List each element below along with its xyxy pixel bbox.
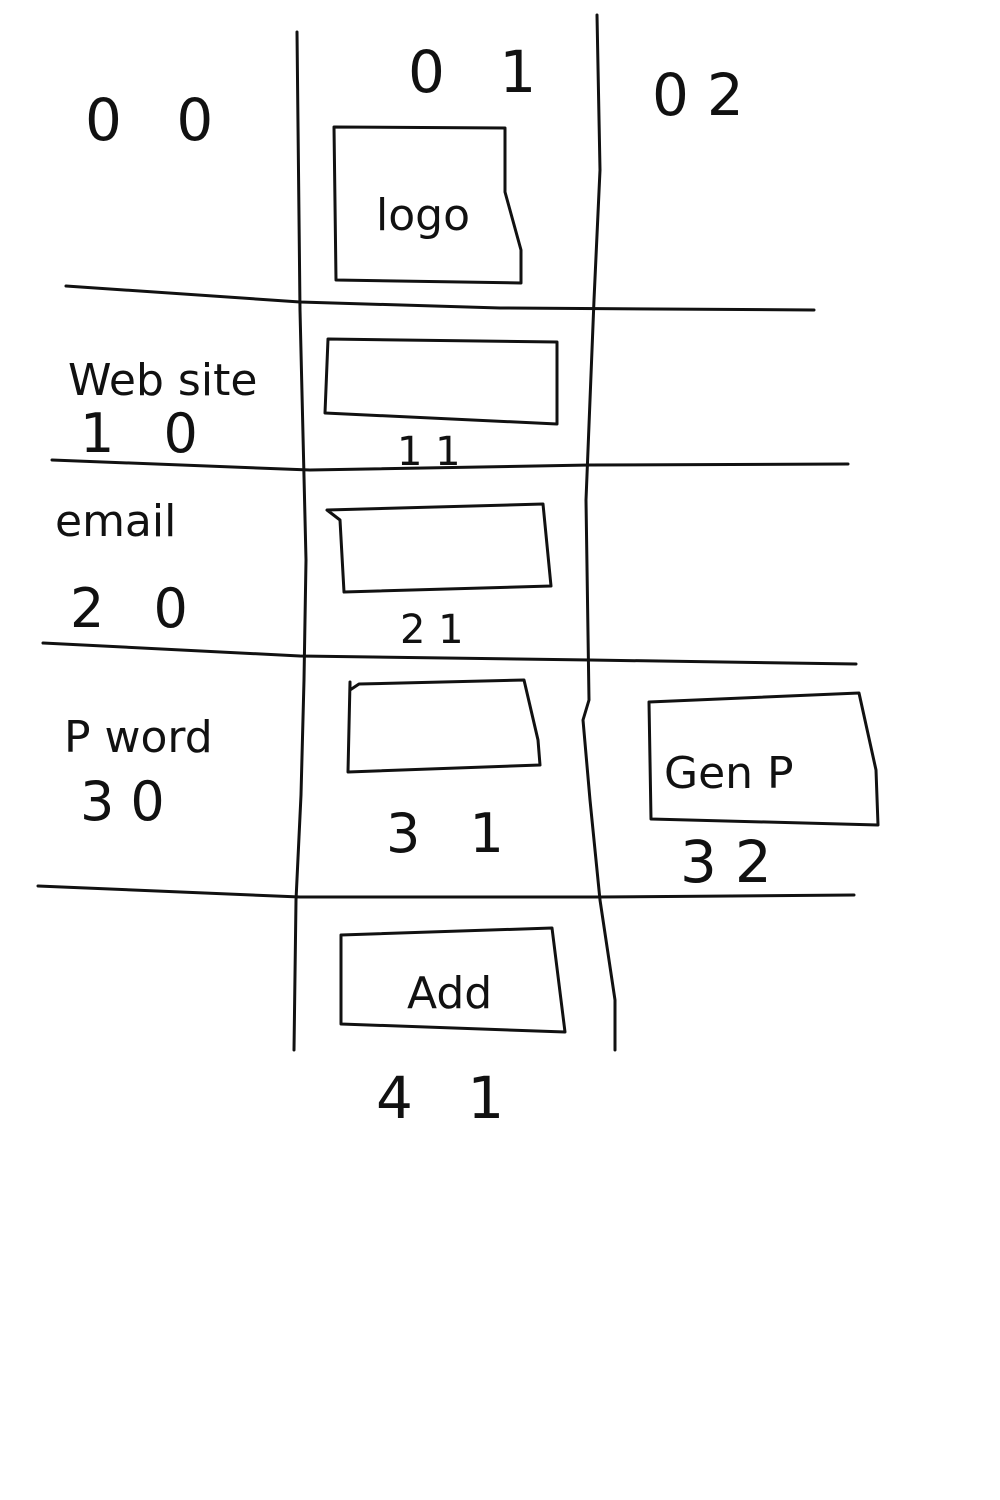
add-button[interactable]: Add	[339, 926, 567, 1034]
cell-label-02: 02	[652, 61, 762, 129]
email-label: email	[55, 496, 176, 547]
email-input-box[interactable]	[325, 502, 553, 594]
row-divider-3	[41, 641, 858, 666]
password-input-box[interactable]	[346, 678, 542, 774]
cell-label-30: 30	[80, 770, 181, 833]
cell-label-20: 2 0	[70, 577, 204, 640]
column-divider-right	[581, 13, 617, 1052]
cell-label-10: 1 0	[80, 402, 214, 465]
cell-label-11: 1 1	[397, 429, 461, 475]
website-input-box[interactable]	[323, 337, 559, 426]
logo-placeholder: logo	[332, 125, 523, 285]
row-divider-2	[50, 458, 850, 472]
row-divider-4	[36, 884, 856, 899]
row-divider-1	[64, 284, 816, 312]
grid-lines	[36, 13, 858, 1052]
cell-label-32: 32	[680, 828, 790, 896]
cell-label-01: 0 1	[408, 38, 554, 106]
generate-password-button[interactable]: Gen P	[647, 691, 880, 827]
website-label: Web site	[68, 355, 257, 406]
cell-label-31: 3 1	[386, 802, 520, 865]
cell-label-21: 2 1	[400, 607, 464, 653]
cell-label-41: 4 1	[376, 1064, 522, 1132]
column-divider-left	[292, 30, 308, 1052]
generate-password-label: Gen P	[664, 748, 794, 799]
cell-label-00: 0 0	[85, 86, 231, 154]
logo-label: logo	[376, 190, 470, 241]
add-button-label: Add	[407, 968, 492, 1019]
password-label: P word	[64, 712, 213, 763]
